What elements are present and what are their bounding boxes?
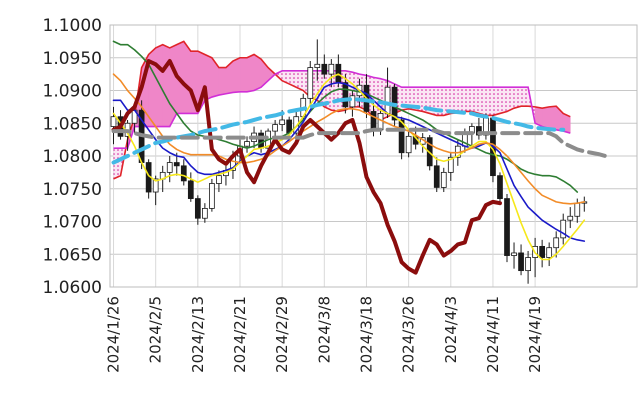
cloud-segment (521, 87, 529, 107)
indicator-line-7 (111, 127, 608, 158)
x-tick-label: 2024/3/26 (400, 296, 418, 373)
y-tick-label: 1.0900 (43, 82, 102, 102)
cloud-segment (457, 87, 465, 113)
candle-body (258, 132, 264, 149)
cloud-segment (253, 53, 262, 91)
candle-body (567, 215, 574, 221)
indicator-line-6 (111, 97, 566, 165)
candle-body (307, 67, 314, 99)
candle-body (194, 198, 201, 219)
candle-body (497, 175, 503, 199)
y-tick-label: 1.1000 (43, 16, 102, 36)
cloud-segment (548, 105, 557, 131)
x-tick-label: 2024/4/3 (442, 296, 460, 363)
cloud-segment (296, 70, 304, 91)
candle-body (187, 180, 194, 199)
candle-body (433, 165, 440, 188)
candle-body (328, 63, 335, 75)
cloud-segment (289, 70, 297, 88)
y-tick-label: 1.0800 (43, 147, 102, 167)
cloud-segment (492, 87, 500, 116)
x-tick-label: 2024/4/11 (484, 296, 502, 373)
candle-body (166, 162, 173, 173)
senkou-span-a-line (113, 40, 571, 180)
x-tick-label: 2024/2/5 (147, 296, 165, 363)
candle-body (272, 124, 278, 132)
x-axis-tick-labels: 2024/1/26 2024/2/5 2024/2/13 2024/2/21 2024/… (105, 296, 545, 373)
cloud-segment (485, 87, 493, 116)
candle-body (525, 257, 531, 272)
candle-body (511, 252, 517, 256)
candle-body (279, 119, 286, 125)
candle-body (553, 237, 560, 249)
senkou-span-b-line (113, 70, 571, 149)
cloud-segment (507, 87, 515, 112)
y-tick-label: 1.0750 (43, 180, 102, 200)
indicator-line-5 (111, 59, 502, 275)
x-tick-label: 2024/3/8 (315, 296, 333, 363)
cloud-segment (324, 70, 332, 111)
cloud-segment (162, 44, 171, 127)
cloud-segment (183, 40, 192, 114)
candle-body (405, 135, 412, 154)
candle-body (349, 95, 356, 108)
cloud-segment (443, 87, 451, 116)
cloud-segment (471, 87, 479, 114)
indicator-line-4 (112, 73, 586, 205)
y-tick-label: 1.0950 (43, 49, 102, 69)
candle-body (180, 165, 187, 182)
indicator-line-1 (112, 40, 579, 193)
candle-body (202, 207, 208, 219)
candle-body (110, 116, 117, 127)
x-tick-label: 2024/2/29 (273, 296, 291, 373)
candle-body (560, 219, 567, 239)
candle-body (216, 175, 222, 184)
cloud-segment (499, 87, 508, 114)
candle-body (398, 119, 405, 154)
cloud-segment (113, 148, 121, 179)
x-tick-label: 2024/4/19 (526, 296, 544, 373)
candle-body (504, 198, 510, 256)
x-tick-label: 2024/1/26 (105, 296, 123, 373)
y-tick-label: 1.0850 (43, 114, 102, 134)
y-tick-label: 1.0650 (43, 245, 102, 265)
candle-body (518, 252, 524, 272)
x-tick-label: 2024/3/18 (357, 296, 375, 373)
indicator-lines (111, 40, 608, 275)
candle-body (342, 82, 349, 108)
candle-body (152, 178, 159, 193)
candle-body (546, 247, 553, 258)
candle-body (370, 111, 377, 131)
plot-frame (109, 24, 638, 288)
x-tick-label: 2024/2/21 (231, 296, 249, 373)
candle-body (440, 171, 447, 188)
cloud-segment (239, 57, 248, 93)
y-tick-label: 1.0600 (43, 278, 102, 298)
candle-body (314, 63, 321, 68)
candle-body (447, 156, 454, 173)
cloud-segment (232, 57, 241, 93)
cloud-segment (514, 87, 522, 109)
candle-body (539, 245, 545, 258)
y-axis-tick-labels: 1.1000 1.0950 1.0900 1.0850 1.0800 1.0750 1.07… (43, 16, 102, 298)
candle-body (321, 63, 328, 75)
candle-body (173, 162, 180, 167)
candle-body (384, 86, 391, 114)
cloud-segment (541, 106, 550, 129)
x-tick-label: 2024/2/13 (189, 296, 207, 373)
candle-body (244, 141, 250, 147)
indicator-line-2 (112, 81, 586, 242)
indicator-line-3 (112, 73, 586, 261)
cloud-segment (218, 67, 227, 96)
cloud-segment (246, 54, 255, 93)
cloud-segment (450, 87, 458, 114)
candle-body (574, 202, 581, 217)
y-tick-label: 1.0700 (43, 213, 102, 233)
cloud-segment (478, 87, 486, 116)
cloud-segment (464, 87, 472, 112)
candle-body (209, 183, 215, 209)
